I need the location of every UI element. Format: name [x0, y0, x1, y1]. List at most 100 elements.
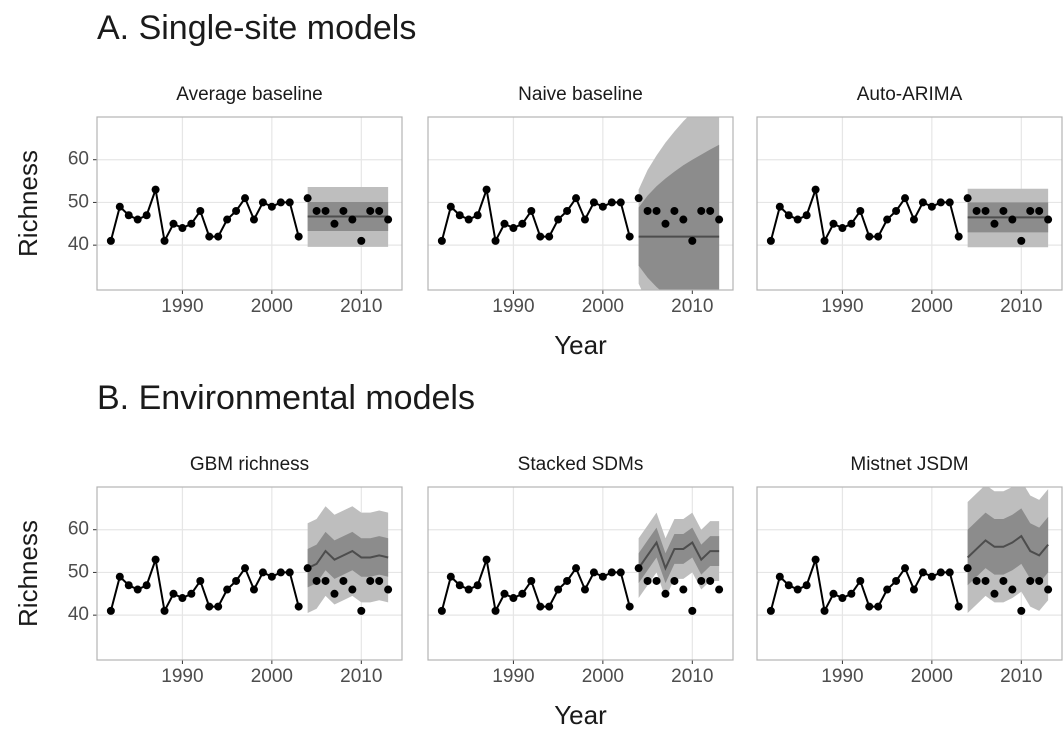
observed-line — [109, 185, 300, 244]
observed-point — [793, 215, 802, 224]
observed-point — [473, 581, 482, 590]
observed-point — [482, 555, 491, 564]
observed-point — [954, 232, 963, 241]
observed-point — [214, 602, 223, 611]
panel-plot — [428, 117, 733, 290]
observed-point — [294, 232, 303, 241]
observed-point — [643, 206, 652, 215]
observed-point — [464, 585, 473, 594]
observed-point — [847, 589, 856, 598]
observed-point — [607, 198, 616, 207]
observed-line — [440, 555, 631, 614]
x-tick-label: 2000 — [251, 296, 293, 317]
observed-point — [715, 585, 724, 594]
y-axis-title: Richness — [13, 150, 43, 257]
observed-point — [446, 572, 455, 581]
observed-point — [1035, 206, 1044, 215]
observed-point — [267, 572, 276, 581]
observed-point — [509, 224, 518, 233]
observed-point — [339, 206, 348, 215]
observed-point — [572, 564, 581, 573]
observed-point — [874, 232, 883, 241]
observed-point — [348, 585, 357, 594]
observed-point — [357, 606, 366, 615]
observed-point — [527, 206, 536, 215]
panel-border — [96, 486, 403, 661]
y-tick-label: 60 — [68, 519, 89, 540]
x-axis-title: Year — [554, 330, 607, 360]
observed-point — [670, 576, 679, 585]
observed-point — [133, 585, 142, 594]
x-tick-label: 2000 — [911, 666, 953, 687]
observed-point — [536, 232, 545, 241]
x-tick-label: 1990 — [161, 666, 203, 687]
observed-point — [670, 206, 679, 215]
observed-point — [115, 202, 124, 211]
observed-point — [1035, 576, 1044, 585]
observed-point — [285, 568, 294, 577]
inner-interval — [638, 527, 720, 584]
observed-point — [375, 206, 384, 215]
x-tick-label: 2010 — [1000, 666, 1042, 687]
observed-point — [178, 224, 187, 233]
panel-plot — [97, 487, 402, 660]
observed-point — [918, 568, 927, 577]
observed-point — [679, 215, 688, 224]
y-tick-label: 40 — [68, 604, 89, 625]
panel-title: Mistnet JSDM — [850, 454, 968, 475]
observed-point — [232, 576, 241, 585]
observed-point — [598, 202, 607, 211]
observed-point — [865, 232, 874, 241]
observed-point — [455, 211, 464, 220]
observed-point — [303, 194, 312, 203]
x-tick-label: 1990 — [821, 666, 863, 687]
observed-point — [384, 215, 393, 224]
observed-point — [589, 568, 598, 577]
observed-point — [936, 568, 945, 577]
observed-point — [348, 215, 357, 224]
observed-point — [643, 576, 652, 585]
observed-point — [936, 198, 945, 207]
observed-point — [829, 219, 838, 228]
observed-point — [999, 206, 1008, 215]
observed-point — [124, 581, 133, 590]
observed-point — [990, 589, 999, 598]
x-tick-label: 1990 — [492, 296, 534, 317]
observed-point — [545, 232, 554, 241]
observed-point — [883, 585, 892, 594]
observed-point — [802, 211, 811, 220]
inner-interval — [307, 531, 389, 588]
observed-point — [901, 194, 910, 203]
observed-point — [775, 572, 784, 581]
forecast-mean — [307, 549, 389, 570]
panel-plot — [757, 487, 1062, 660]
observed-point — [625, 602, 634, 611]
observed-point — [178, 594, 187, 603]
observed-point — [802, 581, 811, 590]
x-tick-label: 2000 — [911, 296, 953, 317]
observed-point — [500, 589, 509, 598]
observed-point — [661, 589, 670, 598]
observed-point — [142, 581, 151, 590]
observed-point — [981, 206, 990, 215]
observed-point — [811, 555, 820, 564]
observed-point — [589, 198, 598, 207]
observed-point — [536, 602, 545, 611]
observed-point — [276, 568, 285, 577]
panel-plot — [97, 117, 402, 290]
section-title: A. Single-site models — [97, 9, 416, 47]
section-title: B. Environmental models — [97, 379, 475, 417]
panel-border — [96, 116, 403, 291]
observed-point — [766, 606, 775, 615]
observed-point — [697, 206, 706, 215]
observed-point — [688, 236, 697, 245]
observed-point — [160, 236, 169, 245]
observed-point — [927, 202, 936, 211]
observed-point — [446, 202, 455, 211]
observed-point — [892, 206, 901, 215]
observed-point — [330, 219, 339, 228]
panel-plot — [757, 117, 1062, 290]
observed-point — [909, 215, 918, 224]
x-tick-label: 1990 — [492, 666, 534, 687]
observed-point — [151, 555, 160, 564]
